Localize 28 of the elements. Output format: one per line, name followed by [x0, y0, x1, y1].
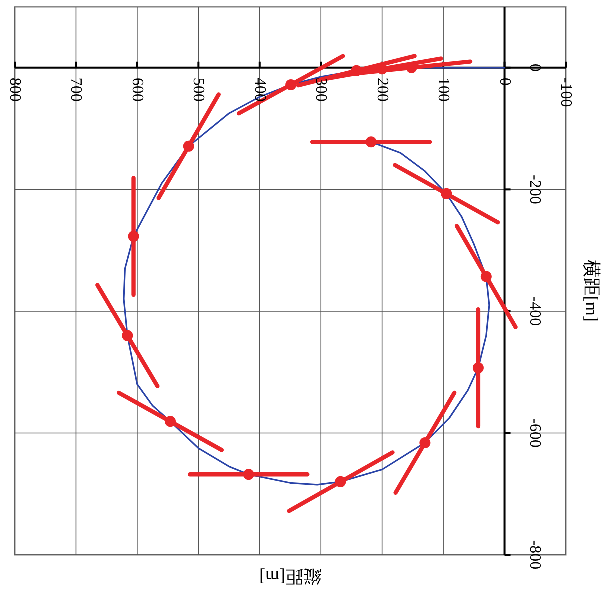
y-tick-label: -800: [526, 540, 544, 570]
point: [128, 231, 140, 242]
x-tick-label: 300: [312, 78, 330, 102]
y-tick-label: -200: [526, 175, 544, 204]
point: [366, 136, 377, 148]
x-tick-label: 700: [68, 78, 85, 102]
point: [165, 416, 176, 428]
point: [351, 65, 362, 76]
point: [335, 476, 346, 488]
x-tick-label: 200: [374, 78, 391, 102]
point: [472, 362, 484, 374]
x-tick-label: 400: [251, 78, 268, 102]
point: [122, 330, 134, 342]
point: [243, 469, 254, 480]
x-axis-title: 縦距[m]: [260, 567, 322, 587]
point: [286, 79, 297, 90]
x-tick-label: 800: [6, 78, 24, 102]
y-tick-label: -600: [526, 418, 544, 448]
x-tick-label: -100: [558, 78, 574, 108]
x-tick-label: 500: [190, 78, 208, 102]
point: [183, 140, 194, 152]
y-tick-label: -400: [526, 296, 544, 326]
point: [480, 271, 492, 282]
point: [420, 437, 431, 448]
y-axis-title: 横距[m]: [582, 260, 602, 322]
x-tick-label: 600: [128, 78, 146, 102]
x-tick-label: 100: [435, 78, 452, 102]
point: [441, 188, 452, 200]
